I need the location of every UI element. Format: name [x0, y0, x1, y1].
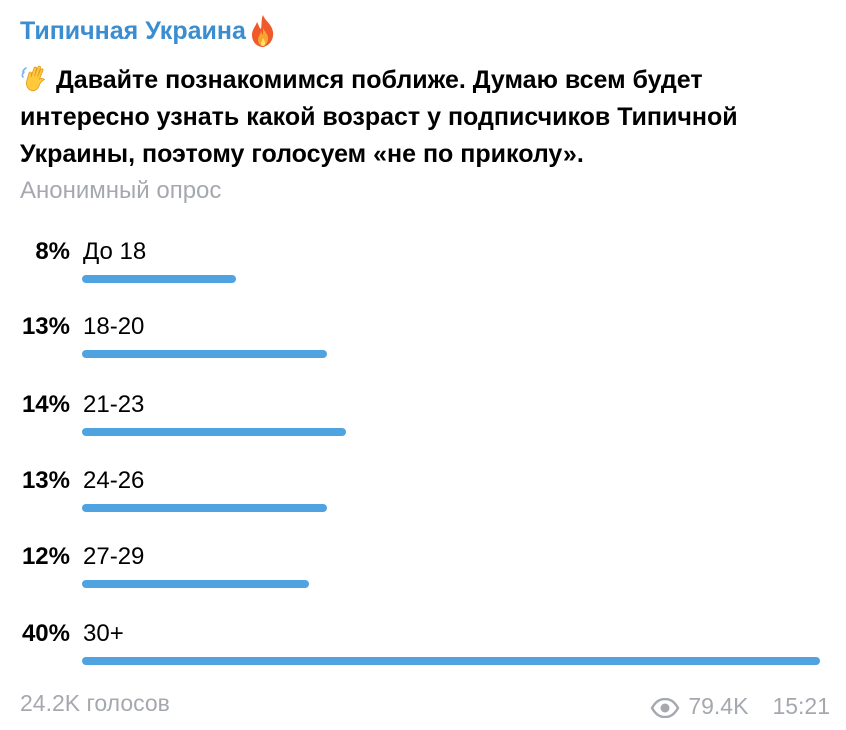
- option-result-bar: [82, 275, 236, 283]
- option-result-bar: [82, 657, 820, 665]
- option-result-bar: [82, 428, 346, 436]
- waving-hand-icon: [20, 63, 50, 93]
- option-percent: 40%: [21, 620, 70, 647]
- option-percent: 12%: [21, 543, 70, 570]
- option-label: 21-23: [83, 391, 145, 418]
- poll-type-label: Анонимный опрос: [20, 177, 222, 204]
- option-percent: 14%: [21, 391, 70, 418]
- option-result-bar: [82, 350, 327, 358]
- poll-option[interactable]: 13% 18-20: [0, 313, 846, 388]
- option-label: 27-29: [83, 543, 145, 570]
- option-result-bar: [82, 504, 327, 512]
- poll-option[interactable]: 40% 30+: [0, 620, 846, 695]
- option-label: 30+: [83, 620, 124, 647]
- poll-option[interactable]: 14% 21-23: [0, 391, 846, 466]
- fire-icon: [248, 14, 278, 48]
- votes-count[interactable]: 24.2K голосов: [20, 690, 170, 716]
- option-percent: 8%: [35, 238, 70, 265]
- poll-option[interactable]: 8% До 18: [0, 238, 846, 313]
- option-label: 18-20: [83, 313, 145, 340]
- poll-question-text: Давайте познакомимся поближе. Думаю всем…: [20, 66, 738, 168]
- option-result-bar: [82, 580, 309, 588]
- poll-option[interactable]: 13% 24-26: [0, 467, 846, 542]
- poll-option[interactable]: 12% 27-29: [0, 543, 846, 618]
- option-percent: 13%: [21, 313, 70, 340]
- option-label: 24-26: [83, 467, 145, 494]
- poll-question: Давайте познакомимся поближе. Думаю всем…: [20, 62, 830, 173]
- channel-title[interactable]: Типичная Украина: [20, 14, 278, 48]
- eye-icon: [650, 697, 680, 718]
- views-count: 79.4K: [688, 693, 749, 719]
- option-percent: 13%: [21, 467, 70, 494]
- message-meta: 79.4K 15:21: [650, 693, 830, 720]
- option-label: До 18: [83, 238, 147, 265]
- message-time: 15:21: [772, 693, 830, 719]
- channel-name: Типичная Украина: [20, 16, 246, 45]
